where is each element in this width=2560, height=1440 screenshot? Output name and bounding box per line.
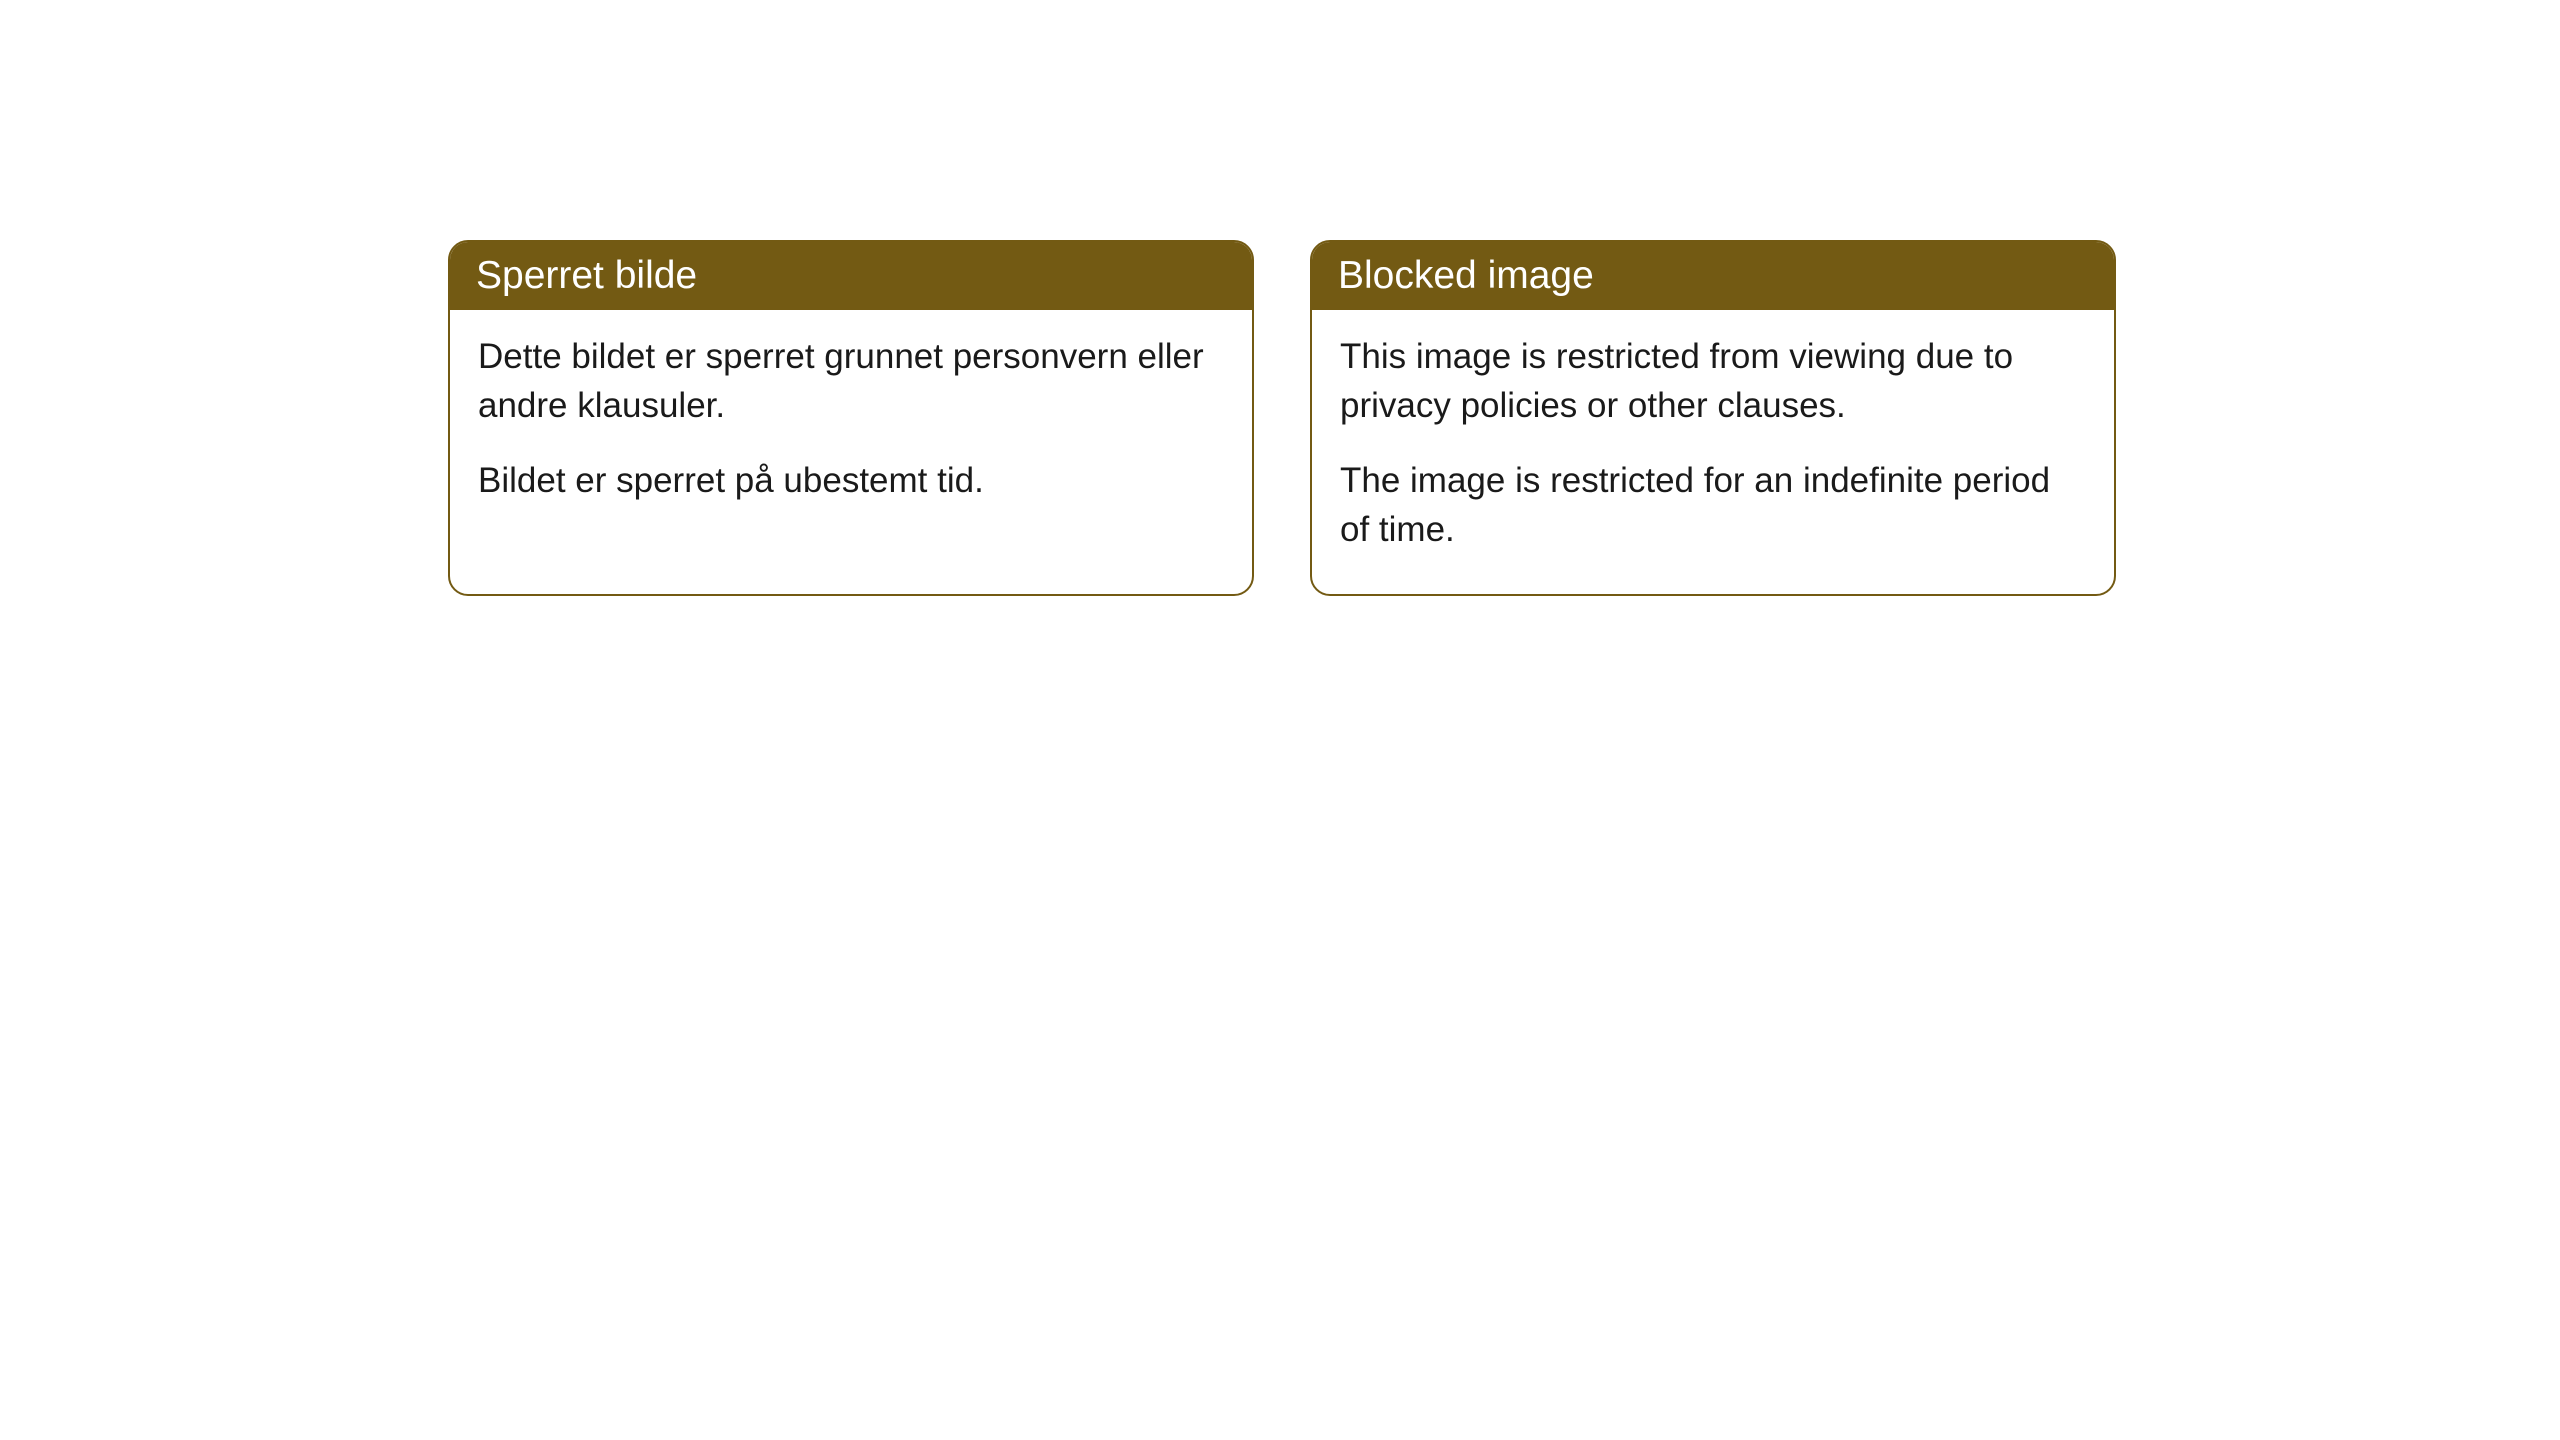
card-header: Blocked image (1312, 242, 2114, 310)
notice-text-1: Dette bildet er sperret grunnet personve… (478, 332, 1224, 430)
card-body: Dette bildet er sperret grunnet personve… (450, 310, 1252, 545)
notice-container: Sperret bilde Dette bildet er sperret gr… (448, 240, 2116, 596)
notice-text-2: Bildet er sperret på ubestemt tid. (478, 456, 1224, 505)
notice-text-1: This image is restricted from viewing du… (1340, 332, 2086, 430)
notice-text-2: The image is restricted for an indefinit… (1340, 456, 2086, 554)
notice-card-english: Blocked image This image is restricted f… (1310, 240, 2116, 596)
card-body: This image is restricted from viewing du… (1312, 310, 2114, 594)
notice-card-norwegian: Sperret bilde Dette bildet er sperret gr… (448, 240, 1254, 596)
card-header: Sperret bilde (450, 242, 1252, 310)
